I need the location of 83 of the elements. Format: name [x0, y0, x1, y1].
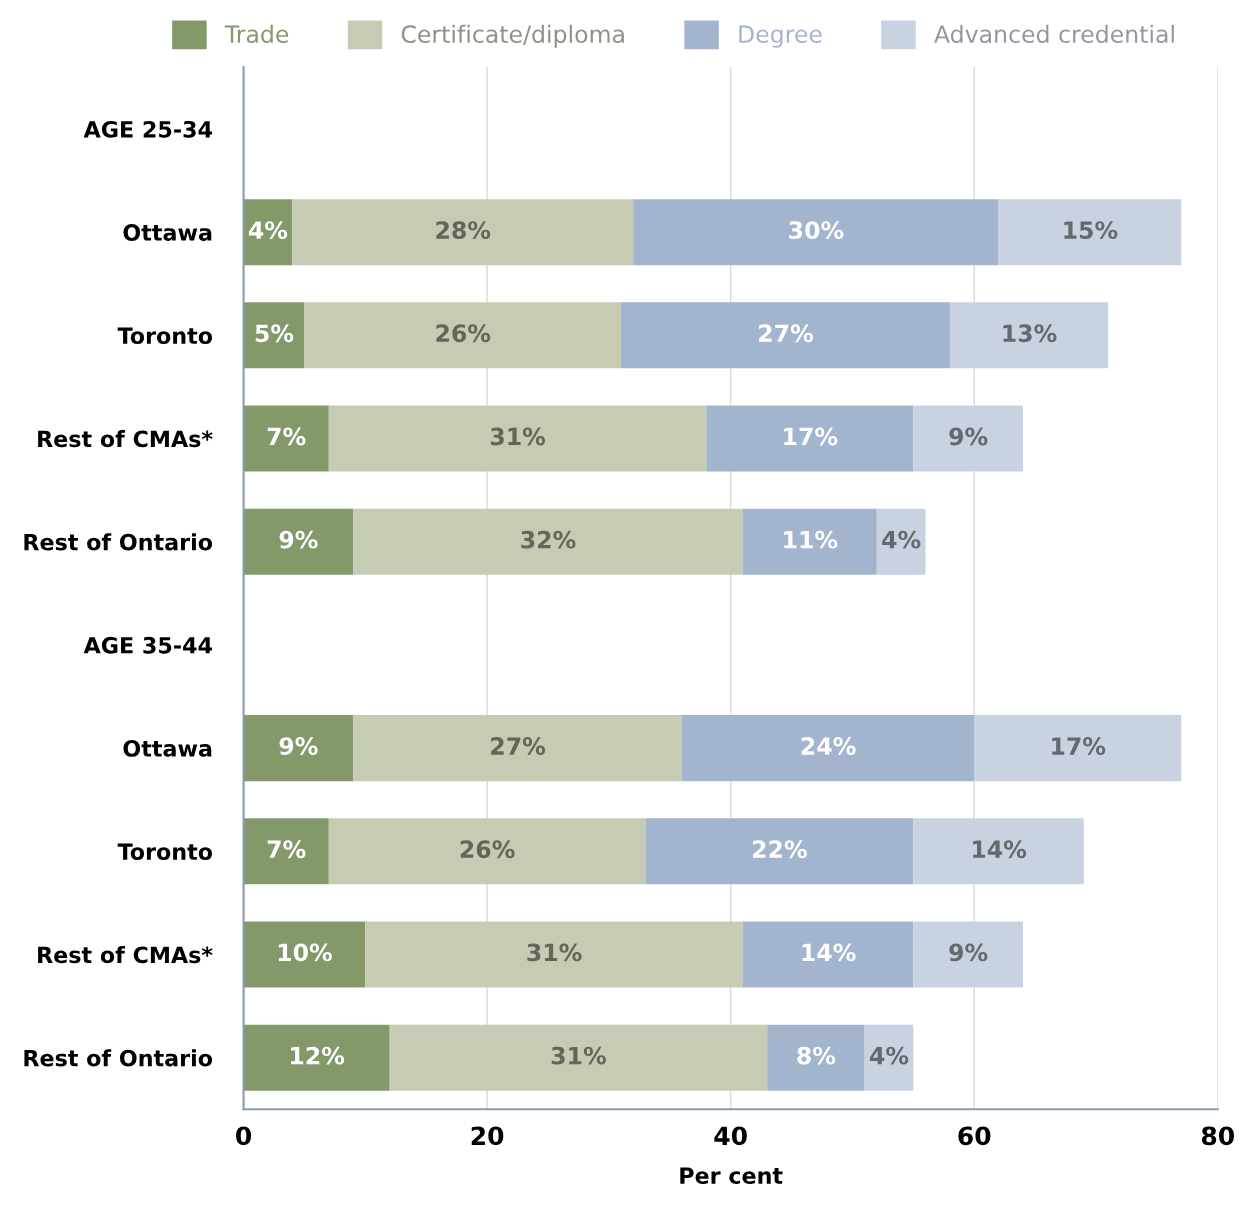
bar: [767, 1024, 865, 1091]
bar: [645, 818, 914, 885]
bar: [353, 715, 682, 782]
data-label: 31%: [527, 943, 582, 962]
bar: [742, 508, 877, 575]
bar: [304, 302, 622, 369]
data-label: 27%: [491, 737, 546, 755]
data-label: 7%: [267, 427, 306, 446]
x-tick-label: 40: [714, 1126, 747, 1146]
y-tick-label: Ottawa: [123, 740, 212, 757]
y-tick-label: AGE 35-44: [83, 636, 212, 654]
y-tick-label: AGE 25-34: [83, 120, 212, 138]
bar: [365, 921, 743, 988]
y-tick-label: Rest of CMAs*: [38, 430, 213, 448]
data-label: 9%: [279, 530, 318, 549]
data-label: 9%: [949, 427, 988, 446]
bar: [706, 405, 914, 472]
data-label: 11%: [784, 530, 838, 549]
bar: [621, 302, 950, 369]
x-tick-label: 0: [236, 1126, 252, 1146]
data-label: 27%: [759, 324, 813, 343]
data-label: 31%: [551, 1046, 606, 1065]
bar: [974, 715, 1182, 782]
bar: [243, 818, 329, 885]
data-label: 9%: [279, 737, 318, 755]
bar: [389, 1024, 768, 1091]
bar: [243, 302, 305, 369]
data-label: 26%: [436, 324, 491, 343]
x-tick-label: 80: [1201, 1126, 1234, 1146]
y-tick-label: Rest of CMAs*: [38, 946, 213, 964]
bar: [243, 508, 354, 575]
data-label: 26%: [460, 840, 515, 859]
y-tick-label: Ottawa: [123, 224, 212, 241]
data-label: 9%: [949, 943, 988, 962]
data-label: 12%: [291, 1046, 345, 1065]
bar: [328, 405, 707, 472]
bar: [681, 715, 975, 782]
data-label: 7%: [267, 840, 306, 859]
bar: [876, 508, 926, 575]
data-label: 22%: [752, 840, 807, 859]
bar: [243, 715, 354, 782]
data-label: 17%: [1052, 737, 1106, 755]
bar: [864, 1024, 914, 1091]
bar: [243, 405, 329, 472]
bar: [243, 921, 366, 988]
y-tick-label: Toronto: [117, 327, 213, 345]
bar: [913, 818, 1084, 885]
x-tick-label: 60: [958, 1126, 991, 1146]
data-label: 14%: [802, 943, 856, 962]
bar: [742, 921, 914, 988]
data-label: 14%: [972, 840, 1027, 859]
legend-label: Degree: [739, 25, 822, 48]
x-axis-title: Per cent: [680, 1167, 783, 1185]
data-label: 31%: [490, 427, 546, 446]
legend-label: Certificate/diploma: [401, 24, 624, 48]
data-label: 17%: [784, 427, 838, 446]
data-label: 28%: [436, 221, 491, 239]
y-tick-label: Rest of Ontario: [24, 1049, 213, 1067]
data-label: 4%: [869, 1046, 909, 1065]
data-label: 8%: [797, 1046, 836, 1065]
bar: [633, 199, 999, 266]
legend-label: Advanced credential: [934, 24, 1174, 44]
bar: [243, 1024, 390, 1091]
data-label: 4%: [882, 530, 921, 549]
y-tick-label: Rest of Ontario: [24, 533, 213, 551]
data-label: 13%: [1003, 324, 1057, 343]
data-label: 4%: [248, 221, 288, 239]
bar: [353, 508, 743, 575]
data-label: 30%: [789, 221, 844, 239]
y-tick-label: Toronto: [117, 843, 213, 861]
legend-label: Trade: [224, 24, 289, 44]
data-label: 24%: [801, 737, 856, 755]
bar: [913, 405, 1023, 472]
bar: [328, 818, 646, 885]
x-tick-label: 20: [471, 1126, 504, 1146]
data-label: 5%: [255, 324, 294, 343]
data-label: 10%: [278, 943, 332, 962]
bar: [292, 199, 634, 266]
data-label: 32%: [521, 530, 576, 549]
bar: [949, 302, 1109, 369]
bar: [998, 199, 1182, 266]
data-label: 15%: [1064, 221, 1118, 239]
bar: [913, 921, 1023, 988]
